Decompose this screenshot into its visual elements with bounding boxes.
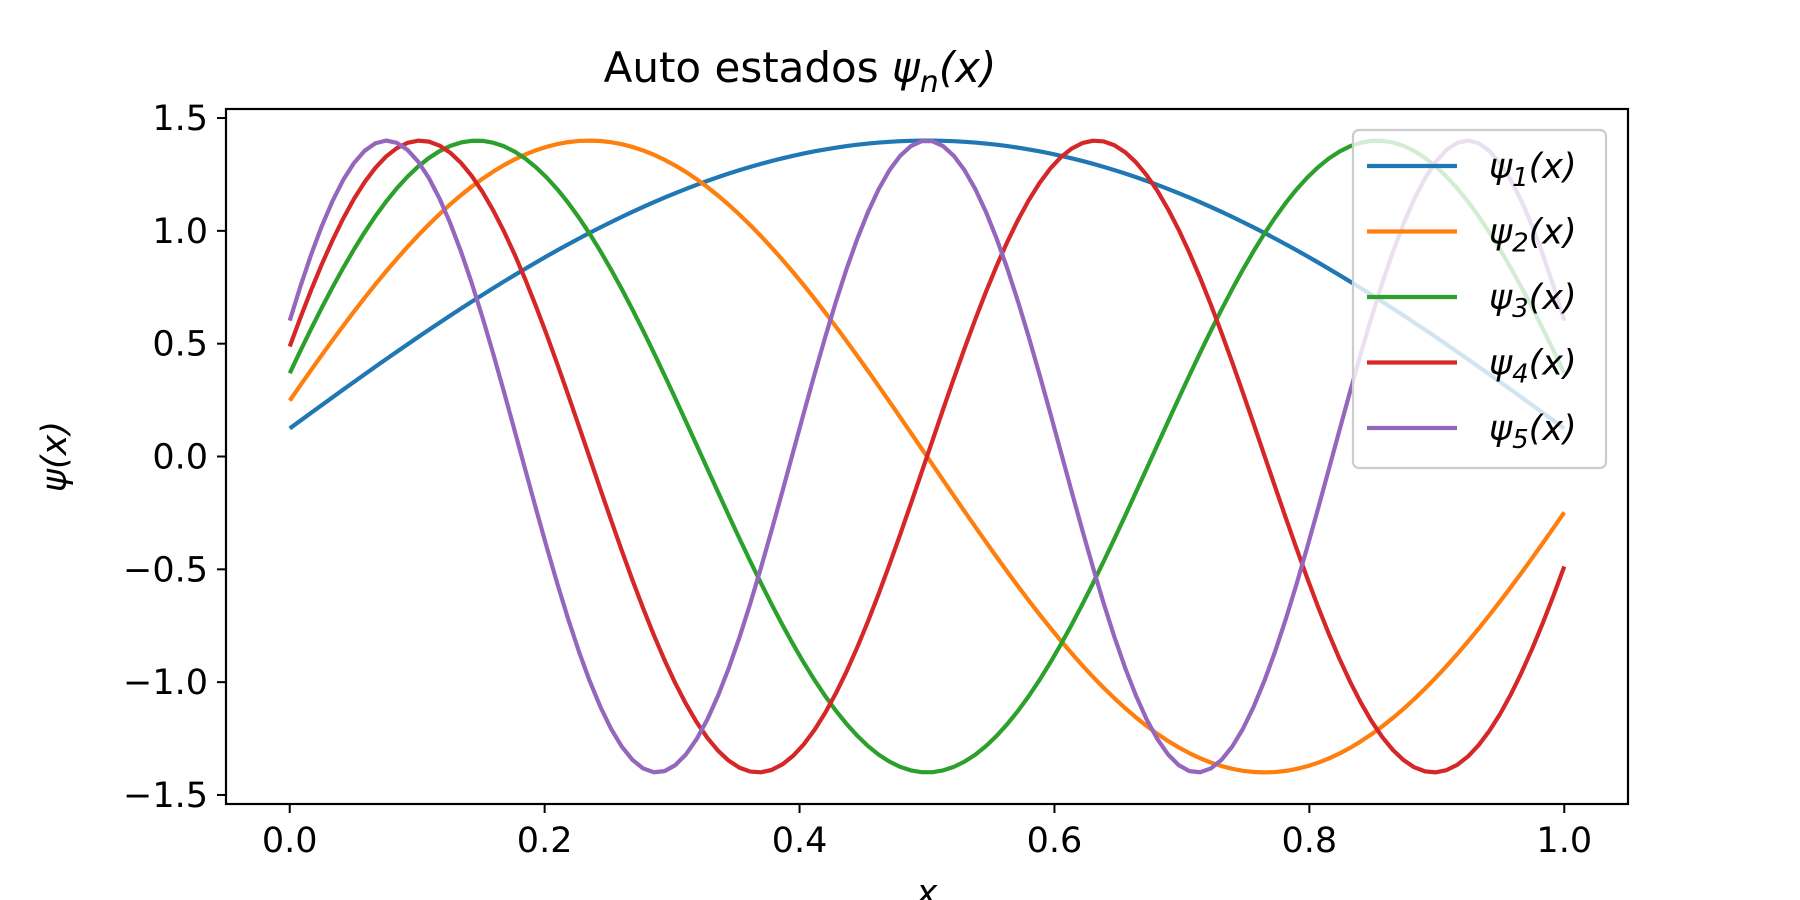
y-tick-label: 0.0 xyxy=(152,438,208,478)
legend-label: ψ1(x) xyxy=(1489,147,1577,193)
chart-title: Auto estados ψn(x) xyxy=(604,43,997,100)
legend-label: ψ4(x) xyxy=(1489,344,1577,390)
series-line-psi-4 xyxy=(287,138,1567,775)
chart-title-prefix: Auto estados xyxy=(604,43,892,92)
chart-title-subscript: n xyxy=(920,65,939,100)
series-layer xyxy=(287,138,1567,775)
legend-label: ψ5(x) xyxy=(1489,409,1577,455)
y-tick-label: 1.5 xyxy=(152,99,208,139)
y-tick-label: −1.5 xyxy=(123,776,208,816)
x-tick-label: 0.8 xyxy=(1282,821,1338,861)
chart-title-text: Auto estados ψn(x) xyxy=(604,43,997,100)
x-tick-label: 0.6 xyxy=(1027,821,1083,861)
y-tick-label: 0.5 xyxy=(152,325,208,365)
x-axis: 0.0 0.2 0.4 0.6 0.8 1.0 xyxy=(262,804,1592,861)
legend-label: ψ2(x) xyxy=(1489,213,1577,259)
legend: ψ1(x) ψ2(x) ψ3(x) ψ4(x) ψ5(x) xyxy=(1351,128,1608,470)
legend-label: ψ3(x) xyxy=(1489,278,1577,324)
x-tick-label: 1.0 xyxy=(1536,821,1592,861)
series-line-psi-5 xyxy=(287,138,1567,775)
y-tick-label: −1.0 xyxy=(123,663,208,703)
y-axis-label: ψ(x) xyxy=(35,421,75,492)
series-line-psi-3 xyxy=(287,138,1567,775)
x-tick-label: 0.0 xyxy=(262,821,318,861)
x-axis-label: x xyxy=(916,873,938,900)
x-tick-label: 0.2 xyxy=(517,821,573,861)
x-tick-label: 0.4 xyxy=(772,821,828,861)
y-tick-label: 1.0 xyxy=(152,212,208,252)
legend-box xyxy=(1351,128,1608,470)
y-tick-label: −0.5 xyxy=(123,550,208,590)
chart-title-argument: (x) xyxy=(939,43,997,92)
chart-title-symbol: ψ xyxy=(892,43,921,92)
y-axis: 1.5 1.0 0.5 0.0 −0.5 −1.0 −1.5 xyxy=(123,99,226,816)
